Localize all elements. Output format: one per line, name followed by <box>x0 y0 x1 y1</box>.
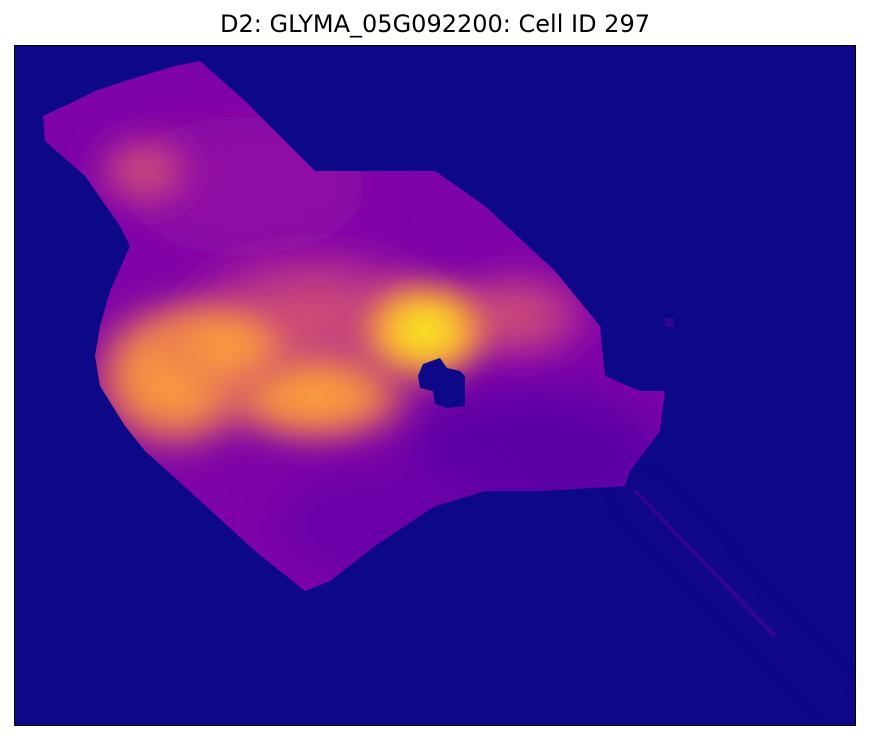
expression-heatmap-image <box>15 46 855 725</box>
figure-title: D2: GLYMA_05G092200: Cell ID 297 <box>220 10 650 38</box>
heatmap-plot-area <box>14 45 856 726</box>
